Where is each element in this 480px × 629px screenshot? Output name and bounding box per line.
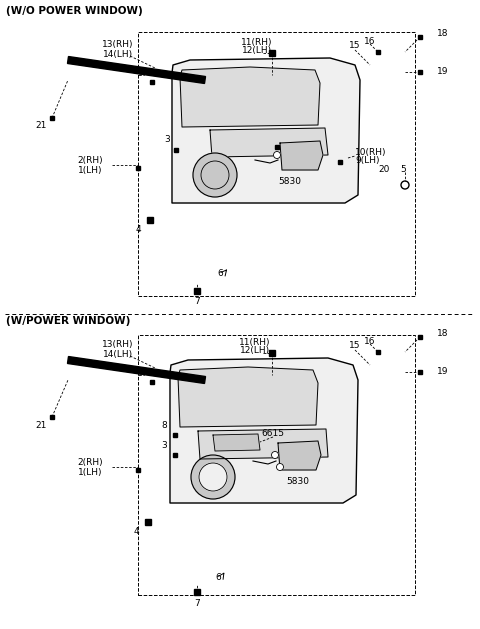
Text: 5: 5: [400, 165, 406, 174]
Text: 6615: 6615: [262, 428, 285, 438]
Polygon shape: [213, 434, 260, 451]
Text: 19: 19: [437, 67, 448, 77]
Text: 16: 16: [364, 338, 376, 347]
Text: 17: 17: [137, 369, 149, 379]
Bar: [138, 32, 415, 296]
Text: 21: 21: [36, 421, 47, 430]
Text: 19: 19: [437, 367, 448, 377]
Polygon shape: [210, 128, 328, 157]
Text: 11(RH): 11(RH): [241, 38, 273, 47]
Polygon shape: [278, 441, 321, 470]
Text: 15: 15: [349, 42, 361, 50]
Text: 7: 7: [194, 298, 200, 306]
Text: 3: 3: [161, 440, 167, 450]
Polygon shape: [178, 367, 318, 427]
Text: 6: 6: [217, 269, 223, 279]
Polygon shape: [198, 429, 328, 459]
Polygon shape: [280, 141, 323, 170]
Text: 18: 18: [437, 328, 448, 338]
Circle shape: [191, 455, 235, 499]
Text: 4: 4: [133, 528, 139, 537]
Text: 1(LH): 1(LH): [78, 467, 102, 477]
Text: 13(RH): 13(RH): [102, 40, 134, 50]
Text: 4: 4: [135, 226, 141, 235]
Circle shape: [193, 153, 237, 197]
Polygon shape: [170, 358, 358, 503]
Bar: [138, 335, 415, 595]
Text: 5830: 5830: [287, 477, 310, 486]
Circle shape: [274, 152, 280, 159]
Text: 13(RH): 13(RH): [102, 340, 134, 350]
Polygon shape: [68, 57, 205, 84]
Text: 2(RH): 2(RH): [77, 457, 103, 467]
Text: (W/O POWER WINDOW): (W/O POWER WINDOW): [6, 6, 143, 16]
Polygon shape: [180, 67, 320, 127]
Polygon shape: [68, 357, 205, 384]
Text: (W/POWER WINDOW): (W/POWER WINDOW): [6, 316, 131, 326]
Text: 5830: 5830: [278, 177, 301, 186]
Text: 18: 18: [437, 28, 448, 38]
Text: 2(RH): 2(RH): [77, 155, 103, 165]
Text: 21: 21: [36, 121, 47, 130]
Text: 10(RH): 10(RH): [355, 147, 386, 157]
Text: 12(LH): 12(LH): [242, 47, 272, 55]
Text: 20: 20: [379, 165, 390, 174]
Text: 8: 8: [161, 421, 167, 430]
Text: 7: 7: [194, 599, 200, 608]
Text: 11(RH): 11(RH): [239, 338, 271, 347]
Text: 1(LH): 1(LH): [78, 165, 102, 174]
Text: 15: 15: [349, 342, 361, 350]
Text: 3: 3: [164, 135, 170, 145]
Text: 14(LH): 14(LH): [103, 50, 133, 58]
Text: 16: 16: [364, 38, 376, 47]
Circle shape: [276, 464, 284, 470]
Polygon shape: [172, 58, 360, 203]
Text: 6: 6: [215, 572, 221, 581]
Circle shape: [272, 452, 278, 459]
Text: 17: 17: [137, 69, 149, 79]
Circle shape: [199, 463, 227, 491]
Text: 14(LH): 14(LH): [103, 350, 133, 359]
Text: 9(LH): 9(LH): [355, 157, 380, 165]
Circle shape: [201, 161, 229, 189]
Text: 12(LH): 12(LH): [240, 347, 270, 355]
